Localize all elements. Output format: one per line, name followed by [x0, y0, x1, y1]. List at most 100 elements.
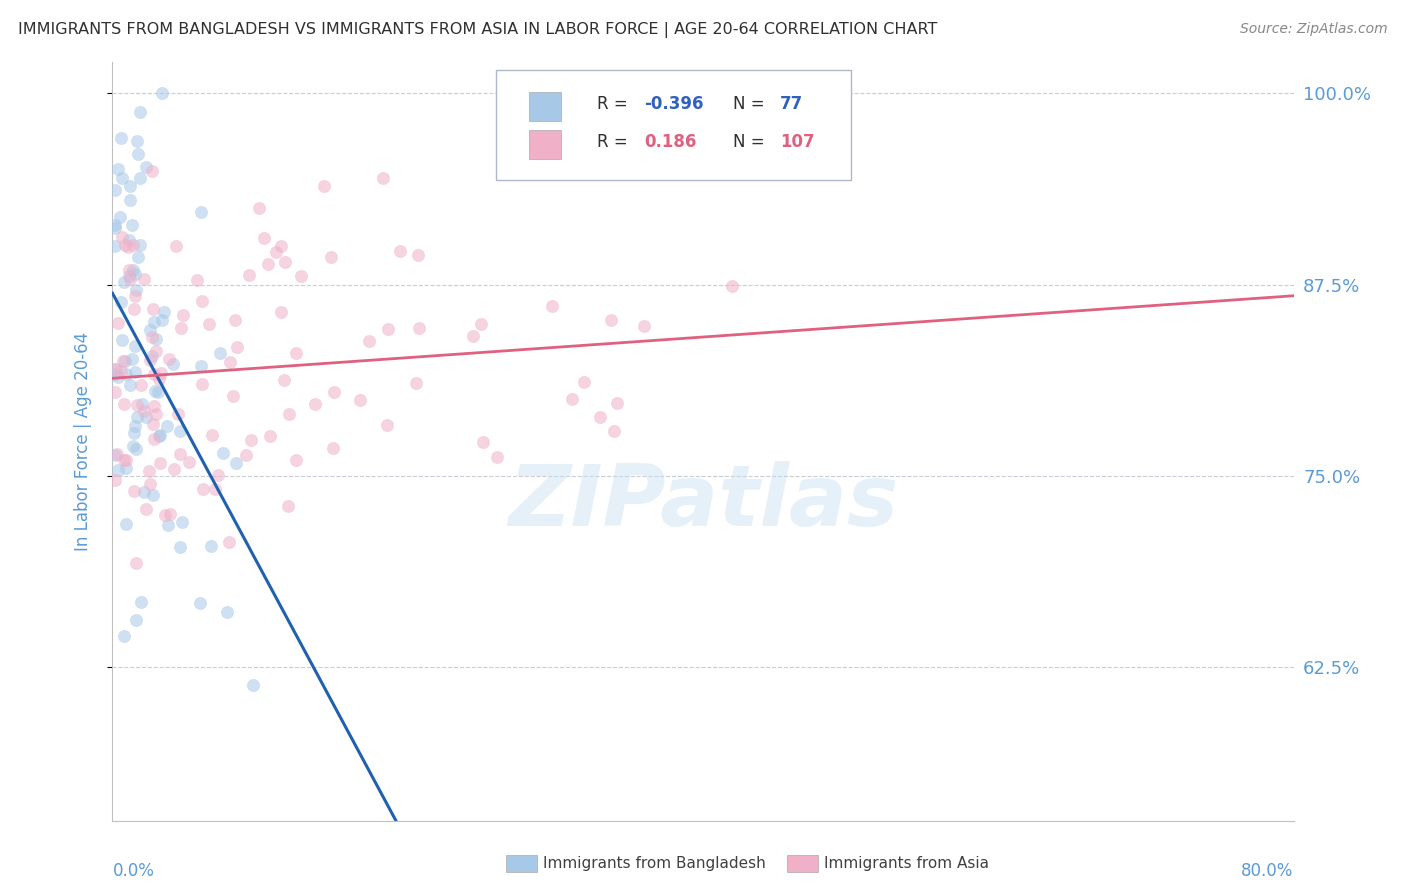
Point	[110, 363, 132, 377]
Point	[188, 596, 211, 610]
Point	[388, 244, 411, 258]
Point	[155, 419, 177, 434]
Point	[463, 329, 485, 343]
Text: N =: N =	[733, 133, 769, 151]
Point	[277, 408, 299, 422]
Point	[165, 239, 187, 253]
Point	[149, 456, 172, 470]
Point	[125, 283, 148, 297]
Point	[319, 251, 342, 265]
Point	[138, 464, 160, 478]
Point	[207, 467, 229, 482]
Point	[150, 313, 173, 327]
Point	[132, 485, 155, 500]
Point	[323, 384, 346, 399]
Point	[124, 365, 146, 379]
Point	[127, 409, 149, 424]
Text: IMMIGRANTS FROM BANGLADESH VS IMMIGRANTS FROM ASIA IN LABOR FORCE | AGE 20-64 CO: IMMIGRANTS FROM BANGLADESH VS IMMIGRANTS…	[18, 22, 938, 38]
FancyBboxPatch shape	[496, 70, 851, 180]
Text: Immigrants from Asia: Immigrants from Asia	[824, 856, 988, 871]
Point	[145, 408, 167, 422]
Point	[124, 289, 146, 303]
Point	[125, 613, 148, 627]
Point	[124, 556, 146, 570]
Point	[134, 272, 156, 286]
Point	[142, 488, 165, 502]
Point	[131, 397, 153, 411]
Point	[240, 433, 263, 447]
Point	[121, 263, 143, 277]
Point	[599, 312, 621, 326]
Point	[159, 507, 181, 521]
Point	[235, 448, 257, 462]
Point	[221, 389, 243, 403]
Point	[141, 164, 163, 178]
Point	[115, 367, 138, 381]
Point	[104, 448, 127, 462]
Point	[118, 272, 141, 286]
Point	[110, 131, 132, 145]
Point	[371, 170, 394, 185]
Point	[114, 238, 136, 252]
Text: 0.186: 0.186	[644, 133, 696, 151]
Point	[148, 429, 170, 443]
Point	[225, 457, 247, 471]
Point	[169, 540, 191, 554]
Point	[112, 630, 135, 644]
Point	[111, 229, 134, 244]
Text: R =: R =	[596, 133, 633, 151]
Point	[121, 218, 143, 232]
Point	[124, 483, 146, 498]
Point	[224, 313, 246, 327]
Point	[143, 399, 166, 413]
Point	[139, 353, 162, 368]
Point	[273, 373, 295, 387]
Point	[135, 409, 157, 424]
Point	[139, 476, 162, 491]
Point	[602, 424, 624, 438]
Point	[104, 385, 127, 400]
Point	[157, 518, 180, 533]
Point	[172, 308, 194, 322]
Point	[259, 429, 281, 443]
Point	[129, 105, 152, 120]
Point	[132, 404, 155, 418]
Point	[143, 384, 166, 398]
Point	[169, 447, 191, 461]
Point	[118, 262, 141, 277]
Point	[138, 323, 160, 337]
Point	[218, 534, 240, 549]
Point	[153, 508, 176, 522]
Text: 80.0%: 80.0%	[1241, 863, 1294, 880]
Point	[141, 349, 163, 363]
Point	[125, 442, 148, 456]
Point	[349, 392, 371, 407]
Point	[253, 231, 276, 245]
Point	[129, 594, 152, 608]
Point	[172, 515, 194, 529]
Text: R =: R =	[596, 95, 633, 113]
Point	[290, 268, 312, 283]
Point	[104, 362, 127, 376]
Point	[142, 367, 165, 381]
Point	[406, 247, 429, 261]
Point	[148, 372, 170, 386]
Point	[120, 193, 142, 207]
Point	[152, 86, 174, 100]
Point	[104, 183, 127, 197]
Point	[145, 343, 167, 358]
Point	[274, 255, 297, 269]
Point	[285, 345, 308, 359]
Point	[470, 317, 492, 331]
Point	[141, 417, 163, 431]
Text: -0.396: -0.396	[644, 95, 703, 113]
Point	[104, 239, 127, 253]
Point	[312, 179, 335, 194]
Point	[304, 397, 326, 411]
Point	[541, 299, 564, 313]
Point	[208, 346, 231, 360]
Text: 107: 107	[780, 133, 814, 151]
Point	[121, 352, 143, 367]
Text: 77: 77	[780, 95, 803, 113]
Point	[217, 605, 239, 619]
